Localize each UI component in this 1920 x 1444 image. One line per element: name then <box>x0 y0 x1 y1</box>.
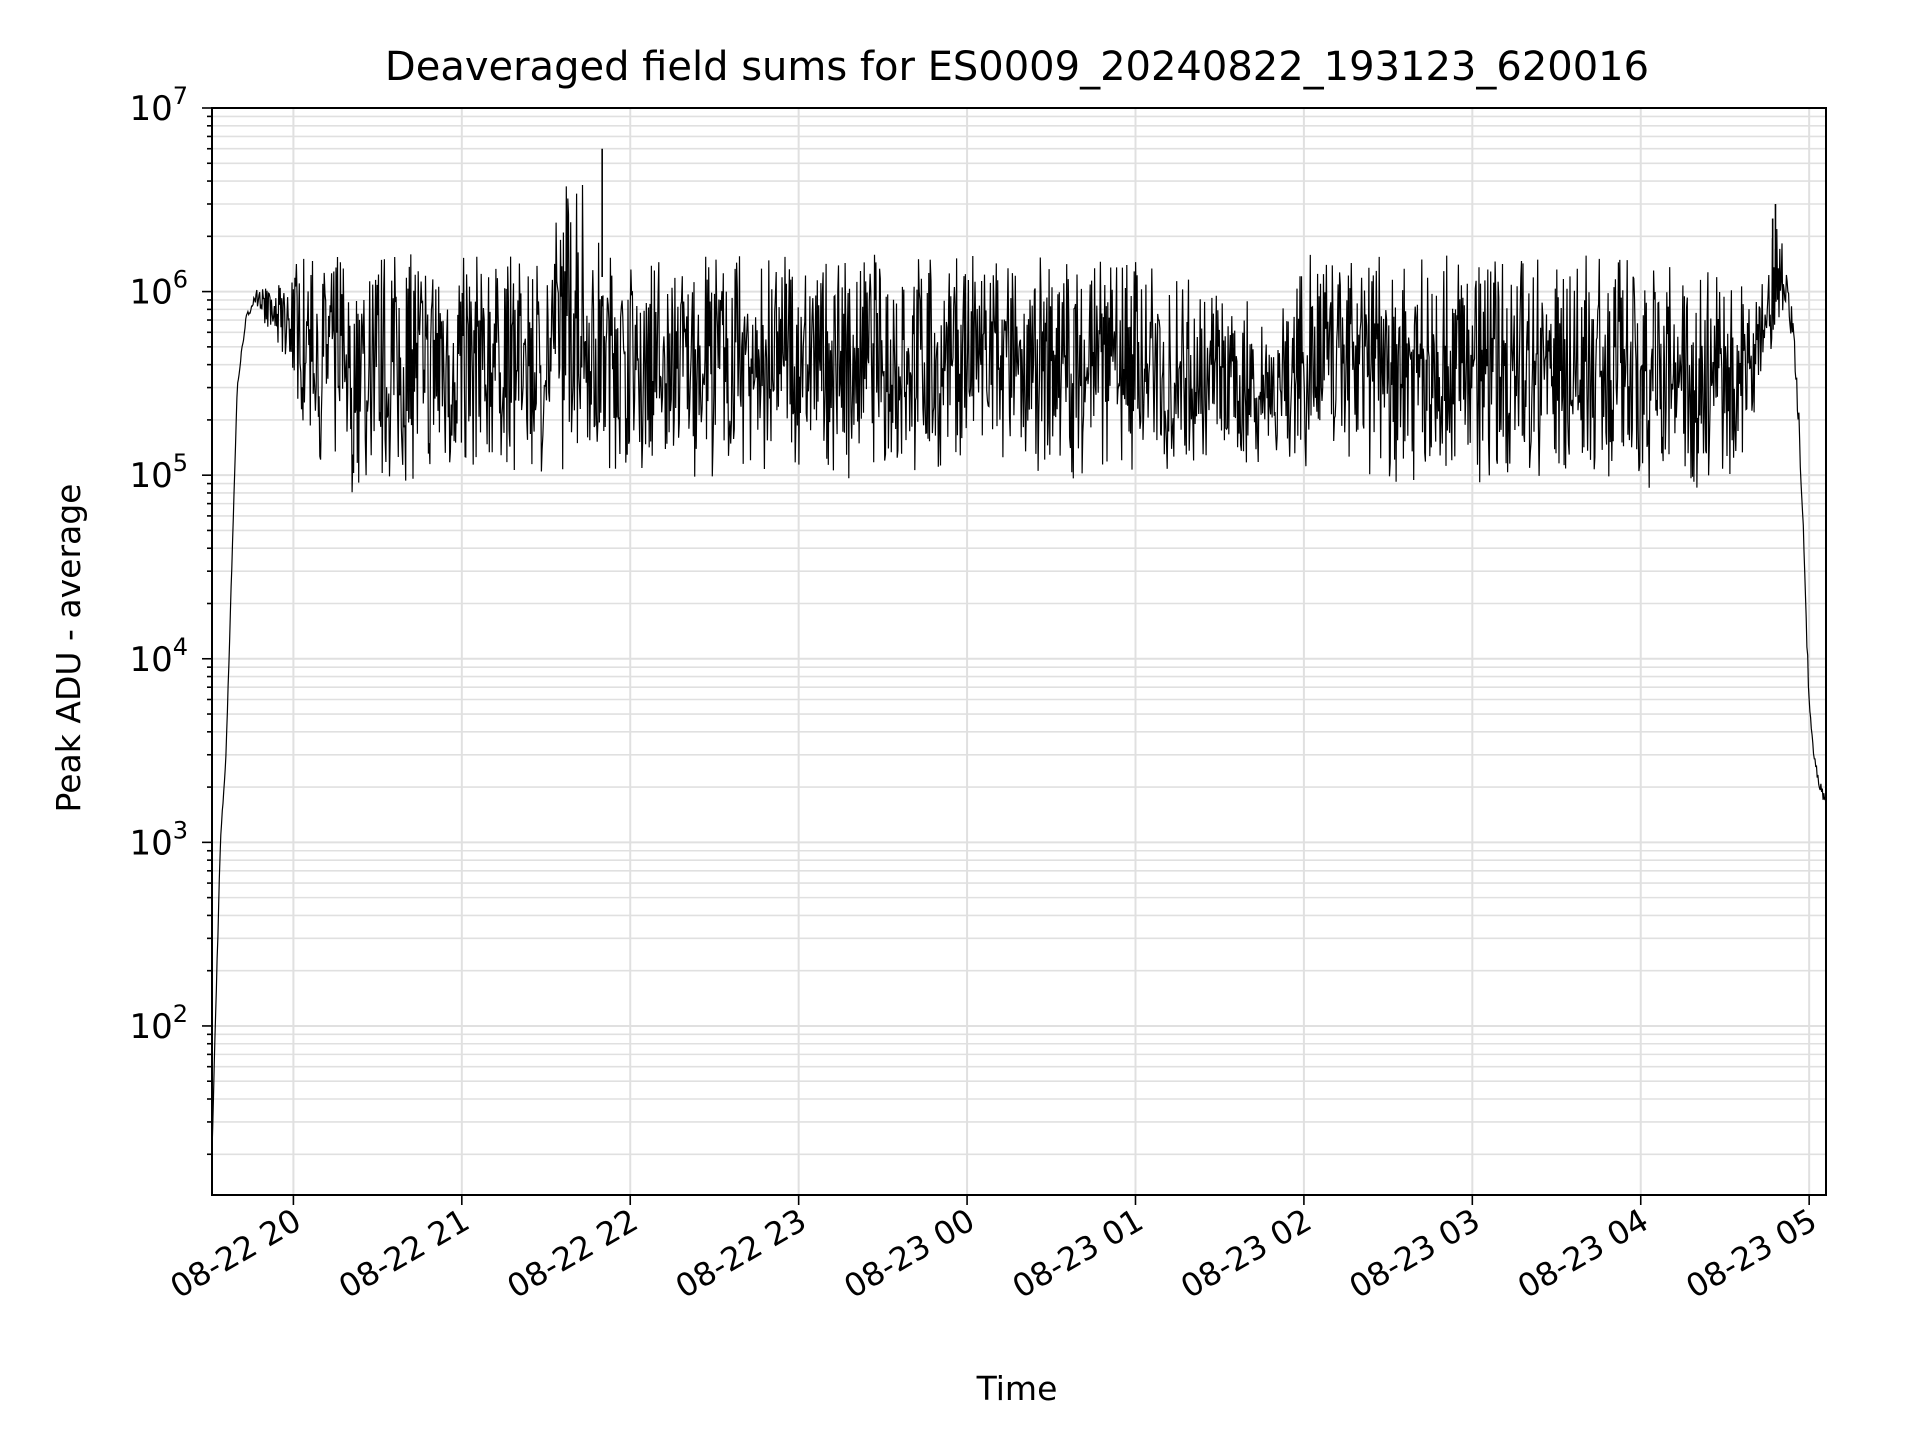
y-tick-label: 103 <box>129 816 188 863</box>
y-tick-label: 104 <box>129 633 188 680</box>
series-layer <box>211 148 1827 1152</box>
y-axis-label: Peak ADU - average <box>49 484 88 813</box>
y-tick-label: 107 <box>129 82 188 129</box>
chart-title: Deaveraged field sums for ES0009_2024082… <box>385 44 1649 90</box>
y-tick-label: 102 <box>129 1000 188 1047</box>
y-tick-label: 105 <box>129 449 188 496</box>
x-axis-label: Time <box>976 1369 1058 1408</box>
series-line <box>211 184 1827 1152</box>
y-tick-label: 106 <box>129 266 188 313</box>
plot-frame <box>211 107 1827 1196</box>
